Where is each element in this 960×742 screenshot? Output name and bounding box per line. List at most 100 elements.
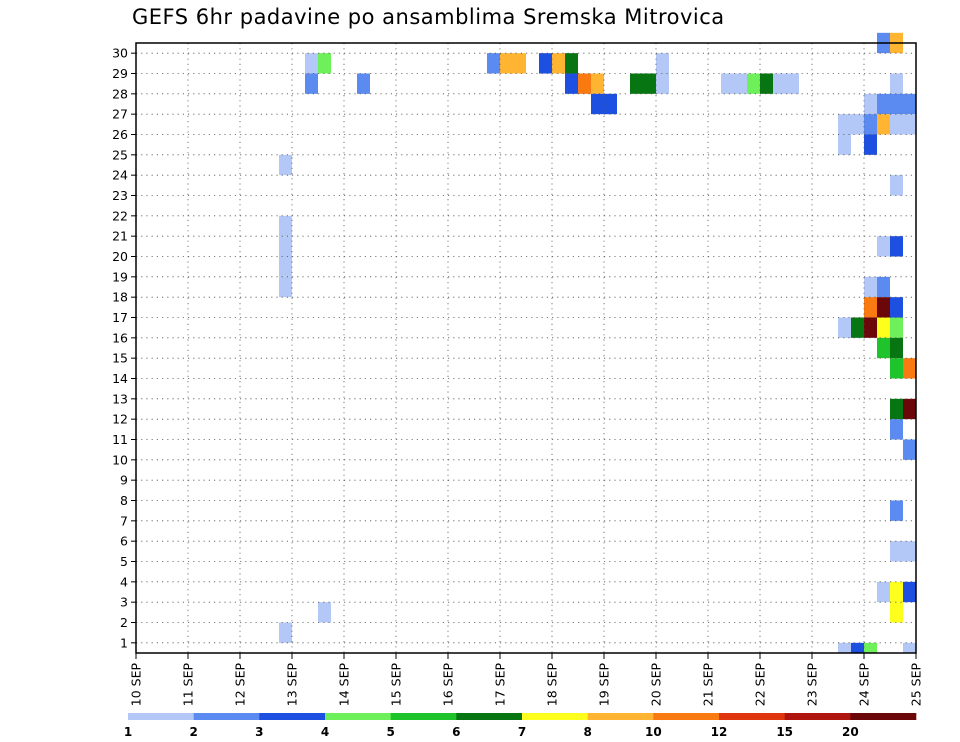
y-tick-label: 5 bbox=[120, 554, 128, 569]
y-tick-label: 29 bbox=[112, 66, 128, 81]
y-tick-label: 20 bbox=[112, 249, 128, 264]
colorbar-segment bbox=[653, 713, 720, 720]
y-tick-label: 26 bbox=[112, 127, 128, 142]
cell-member-18-step-11 bbox=[279, 276, 292, 298]
colorbar-label: 20 bbox=[842, 725, 859, 739]
cell-member-12-step-58 bbox=[890, 398, 903, 420]
y-tick-label: 18 bbox=[112, 290, 128, 305]
y-tick-label: 15 bbox=[112, 351, 128, 366]
colorbar-label: 7 bbox=[518, 725, 526, 739]
x-tick-label: 18 SEP bbox=[545, 663, 560, 707]
cell-member-17-step-58 bbox=[890, 297, 903, 318]
cell-member-16-step-55 bbox=[851, 317, 864, 338]
y-axis: 1234567891011121314151617181920212223242… bbox=[112, 46, 136, 650]
y-tick-label: 7 bbox=[120, 513, 128, 528]
cell-member-28-step-34 bbox=[578, 73, 591, 94]
cell-member-26-step-55 bbox=[851, 114, 864, 135]
plot-frame bbox=[135, 42, 917, 654]
cell-member-28-step-47 bbox=[747, 73, 760, 94]
cell-member-29-step-29 bbox=[513, 53, 526, 74]
cell-member-28-step-13 bbox=[305, 73, 318, 94]
cell-member-20-step-58 bbox=[890, 236, 903, 257]
y-tick-label: 9 bbox=[120, 473, 128, 488]
cell-member-12-step-59 bbox=[903, 398, 916, 420]
cell-member-24-step-11 bbox=[279, 154, 292, 176]
y-tick-label: 23 bbox=[112, 188, 128, 203]
y-tick-label: 27 bbox=[112, 107, 128, 122]
x-tick-label: 24 SEP bbox=[857, 663, 872, 707]
cell-member-28-step-49 bbox=[773, 73, 786, 94]
cell-member-28-step-46 bbox=[734, 73, 747, 94]
cell-member-16-step-58 bbox=[890, 317, 903, 338]
cell-member-29-step-28 bbox=[500, 53, 513, 74]
x-tick-label: 16 SEP bbox=[441, 663, 456, 707]
cell-member-29-step-33 bbox=[565, 53, 578, 74]
y-tick-label: 8 bbox=[120, 493, 128, 508]
cell-member-3-step-59 bbox=[903, 581, 916, 603]
colorbar: 1 2 3 4 5 6 7 8 10 12 15 20 bbox=[124, 713, 917, 739]
colorbar-segment bbox=[325, 713, 391, 720]
colorbar-segment bbox=[522, 713, 588, 720]
cell-member-27-step-57 bbox=[877, 93, 890, 115]
cell-member-28-step-48 bbox=[760, 73, 773, 94]
cell-member-21-step-11 bbox=[279, 215, 292, 237]
y-tick-label: 13 bbox=[112, 391, 128, 406]
colorbar-segment bbox=[259, 713, 326, 720]
cell-member-27-step-59 bbox=[903, 93, 916, 115]
cell-member-17-step-57 bbox=[877, 297, 890, 318]
x-tick-label: 22 SEP bbox=[753, 663, 768, 707]
cell-member-25-step-54 bbox=[838, 134, 851, 155]
colorbar-segment bbox=[193, 713, 260, 720]
x-tick-label: 17 SEP bbox=[493, 663, 508, 707]
cell-member-19-step-11 bbox=[279, 256, 292, 277]
cell-member-26-step-54 bbox=[838, 114, 851, 135]
cell-member-0-step-56 bbox=[864, 642, 877, 653]
cell-member-0-step-59 bbox=[903, 642, 916, 653]
cell-member-1-step-11 bbox=[279, 622, 292, 643]
cell-member-10-step-59 bbox=[903, 439, 916, 460]
cell-member-14-step-59 bbox=[903, 358, 916, 379]
cell-member-27-step-58 bbox=[890, 93, 903, 115]
cell-member-26-step-59 bbox=[903, 114, 916, 135]
colorbar-label: 5 bbox=[386, 725, 394, 739]
cell-member-18-step-57 bbox=[877, 276, 890, 298]
colorbar-label: 1 bbox=[124, 725, 132, 739]
y-tick-label: 16 bbox=[112, 330, 128, 345]
colorbar-label: 3 bbox=[255, 725, 263, 739]
cell-member-29-step-27 bbox=[487, 53, 500, 74]
colorbar-segment bbox=[390, 713, 457, 720]
y-tick-label: 24 bbox=[112, 168, 128, 183]
y-tick-label: 10 bbox=[112, 452, 128, 467]
cell-member-28-step-35 bbox=[591, 73, 604, 94]
cell-member-28-step-45 bbox=[721, 73, 734, 94]
y-tick-label: 4 bbox=[120, 574, 128, 589]
x-tick-label: 21 SEP bbox=[701, 663, 716, 707]
cell-member-15-step-57 bbox=[877, 337, 890, 359]
cell-member-28-step-38 bbox=[630, 73, 643, 94]
y-tick-label: 17 bbox=[112, 310, 128, 325]
cell-member-25-step-56 bbox=[864, 134, 877, 155]
colorbar-label: 2 bbox=[189, 725, 197, 739]
cell-member-29-step-14 bbox=[318, 53, 331, 74]
colorbar-segment bbox=[456, 713, 523, 720]
colorbar-label: 8 bbox=[583, 725, 591, 739]
cell-member-7-step-58 bbox=[890, 500, 903, 521]
cell-member-20-step-11 bbox=[279, 236, 292, 257]
y-tick-label: 28 bbox=[112, 86, 128, 101]
cell-member-26-step-56 bbox=[864, 114, 877, 135]
x-tick-label: 23 SEP bbox=[805, 663, 820, 707]
x-tick-label: 19 SEP bbox=[597, 663, 612, 707]
colorbar-segment bbox=[784, 713, 851, 720]
cell-member-26-step-57 bbox=[877, 114, 890, 135]
y-tick-label: 25 bbox=[112, 147, 128, 162]
cell-member-16-step-57 bbox=[877, 317, 890, 338]
colorbar-label: 4 bbox=[321, 725, 329, 739]
cell-member-2-step-58 bbox=[890, 602, 903, 623]
cell-member-27-step-35 bbox=[591, 93, 604, 115]
cell-member-29-step-32 bbox=[552, 53, 565, 74]
cell-member-16-step-54 bbox=[838, 317, 851, 338]
cells-layer bbox=[279, 32, 916, 653]
y-tick-label: 12 bbox=[112, 412, 128, 427]
cell-member-18-step-56 bbox=[864, 276, 877, 298]
x-tick-label: 10 SEP bbox=[129, 663, 144, 707]
